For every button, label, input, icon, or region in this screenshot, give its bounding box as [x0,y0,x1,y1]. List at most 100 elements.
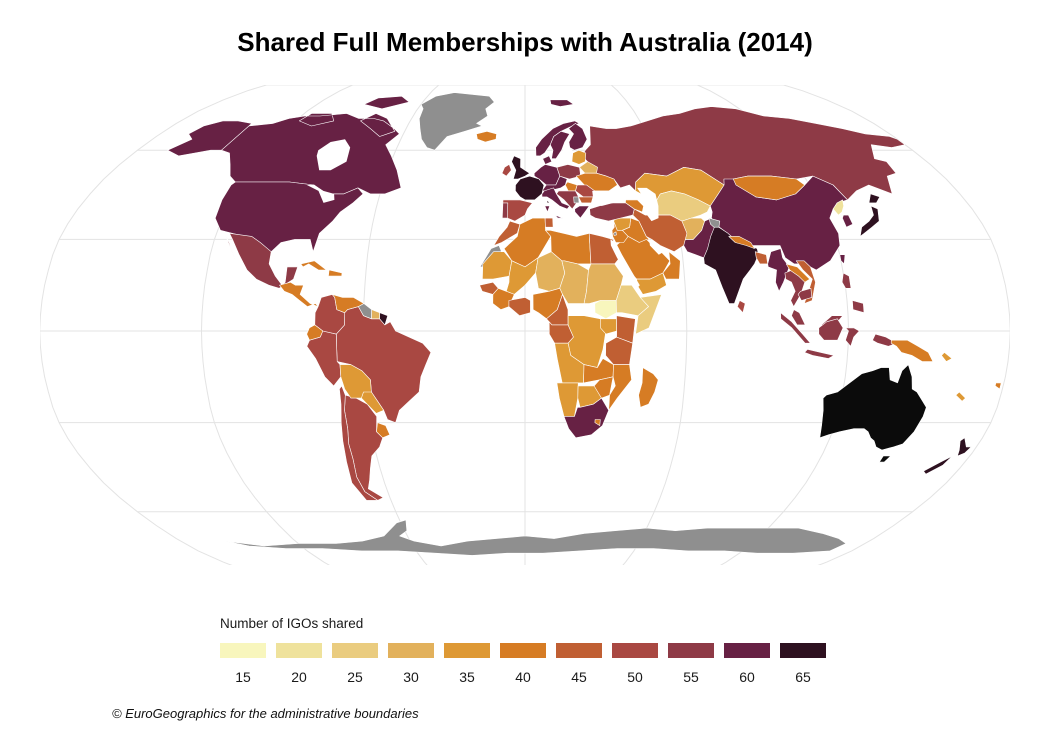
region-solomon-islands [941,352,953,362]
region-new-caledonia [955,391,966,402]
red-sea [610,239,640,289]
legend-title: Number of IGOs shared [220,616,364,631]
region-tunisia [544,217,554,228]
region-sri-lanka [737,300,746,313]
region-south-korea [842,214,854,228]
region-colombia [314,294,345,335]
region-bangladesh [754,251,768,265]
legend-bin-20: 20 [276,643,322,685]
region-laos [785,263,810,283]
region-north-korea [832,199,844,216]
chart-title: Shared Full Memberships with Australia (… [237,27,813,57]
region-palestine [613,231,617,236]
region-chad [559,260,589,304]
region-lesotho [594,419,601,426]
legend-bin-60: 60 [724,643,770,685]
legend-swatch-45 [556,643,602,658]
region-uruguay [376,422,391,439]
region-denmark [542,155,553,165]
region-portugal [502,202,509,219]
legend-bin-40: 40 [500,643,546,685]
legend-swatch-40 [500,643,546,658]
region-somalia [635,294,662,335]
legend-bin-25: 25 [332,643,378,685]
region-venezuela [331,294,365,313]
region-kashmir [708,217,721,228]
region-sweden [550,131,570,159]
legend-swatch-35 [444,643,490,658]
legend-tick-50: 50 [627,669,643,685]
region-belarus [579,161,598,174]
legend-swatch-55 [668,643,714,658]
region-indonesia [780,312,897,359]
region-italy [541,187,570,219]
region-madagascar [638,367,659,408]
water-bodies [306,139,664,289]
legend-tick-25: 25 [347,669,363,685]
region-nepal [728,236,755,249]
world-map [39,84,1011,578]
region-canada [221,95,410,195]
region-fiji [994,382,1002,390]
legend-swatch-30 [388,643,434,658]
attribution: © EuroGeographics for the administrative… [112,706,419,721]
great-lakes [306,185,335,203]
region-guyana [358,303,372,320]
persian-gulf [649,239,664,255]
region-antarctica [224,519,847,556]
black-sea [592,190,627,206]
legend-bin-35: 35 [444,643,490,685]
region-south-africa [563,397,609,439]
region-cambodia [797,288,813,301]
region-taiwan [839,254,846,265]
region-finland [568,123,588,151]
region-oman [662,251,681,280]
region-paraguay [361,391,384,414]
legend-bin-45: 45 [556,643,602,685]
region-mongolia [732,175,805,201]
region-chile [339,385,378,501]
region-iceland [476,131,497,143]
region-mali [506,257,539,295]
legend-swatch-65 [780,643,826,658]
caspian-sea [637,187,659,222]
region-hispaniola [328,269,343,277]
region-french-guiana [379,312,388,326]
region-morocco [493,220,521,246]
legend-tick-15: 15 [235,669,251,685]
region-philippines [841,272,865,313]
region-greenland [419,92,495,151]
region-bulgaria [578,196,594,204]
region-baltics [571,149,587,165]
legend-tick-35: 35 [459,669,475,685]
region-namibia [556,382,579,417]
region-france [515,175,550,204]
region-cuba [300,260,327,271]
region-ireland [501,164,512,177]
legend-tick-55: 55 [683,669,699,685]
region-uganda [600,318,617,335]
region-mexico [224,233,298,289]
legend-tick-45: 45 [571,669,587,685]
region-kosovo [573,196,580,204]
legend-bins: 15 20 25 30 35 40 45 50 55 60 65 [220,643,826,685]
region-central-america [279,281,319,307]
legend-bin-55: 55 [668,643,714,685]
region-suriname [371,309,380,320]
legend-bin-65: 65 [780,643,826,685]
legend-swatch-15 [220,643,266,658]
legend-swatch-50 [612,643,658,658]
legend-swatch-25 [332,643,378,658]
legend-bin-30: 30 [388,643,434,685]
legend-bin-15: 15 [220,643,266,685]
region-uk [511,155,530,180]
legend-bin-50: 50 [612,643,658,685]
legend-swatch-60 [724,643,770,658]
legend-tick-40: 40 [515,669,531,685]
hudson-bay [316,139,351,171]
region-drc [567,315,607,368]
legend-tick-20: 20 [291,669,307,685]
region-hungary [565,181,578,192]
region-ecuador [306,324,324,341]
